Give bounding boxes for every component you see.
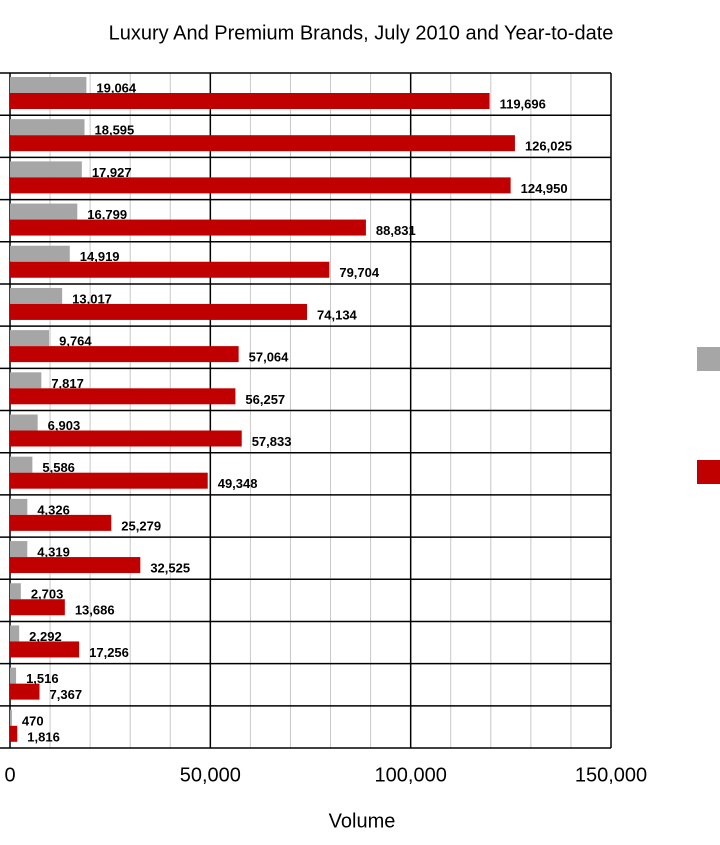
x-tick-label: 50,000 [180, 764, 241, 786]
bar [10, 557, 141, 574]
value-label: 7,817 [51, 376, 84, 391]
x-tick-label: 150,000 [575, 764, 647, 786]
value-label: 18,595 [95, 123, 135, 138]
bar [10, 599, 65, 616]
value-label: 13,017 [72, 291, 112, 306]
value-label: 2,703 [31, 587, 64, 602]
bar [10, 414, 38, 431]
value-label: 124,950 [521, 181, 568, 196]
bar [10, 541, 28, 558]
x-axis-label: Volume [329, 810, 396, 832]
value-label: 4,319 [37, 545, 70, 560]
bar [10, 430, 242, 447]
bar [10, 372, 42, 389]
value-label: 49,348 [218, 476, 258, 491]
value-label: 57,064 [249, 350, 290, 365]
bar [10, 177, 511, 194]
x-tick-label: 100,000 [375, 764, 447, 786]
bar [10, 667, 17, 684]
value-label: 57,833 [252, 434, 292, 449]
bar [10, 287, 63, 304]
bar [10, 625, 20, 642]
value-label: 79,704 [339, 265, 380, 280]
chart-title: Luxury And Premium Brands, July 2010 and… [109, 22, 614, 44]
value-label: 13,686 [75, 603, 115, 618]
value-label: 1,516 [26, 671, 59, 686]
bar [10, 93, 490, 109]
value-label: 9,764 [59, 334, 92, 349]
value-label: 6,903 [48, 418, 81, 433]
bar [10, 709, 12, 726]
bar [10, 119, 85, 136]
bar [10, 498, 28, 515]
bar [10, 514, 112, 531]
legend-swatch [697, 347, 720, 371]
x-tick-label: 0 [4, 764, 15, 786]
value-label: 470 [22, 713, 44, 728]
value-label: 74,134 [317, 307, 358, 322]
bar [10, 330, 50, 347]
value-label: 126,025 [525, 139, 572, 154]
value-label: 32,525 [150, 561, 190, 576]
bar [10, 456, 33, 473]
bar [10, 261, 330, 278]
value-label: 17,256 [89, 645, 129, 660]
value-label: 25,279 [121, 518, 161, 533]
bar [10, 472, 208, 489]
bar [10, 203, 78, 220]
value-label: 19,064 [96, 80, 137, 95]
value-label: 14,919 [80, 249, 120, 264]
value-label: 1,816 [27, 729, 60, 744]
value-label: 17,927 [92, 165, 132, 180]
value-label: 7,367 [50, 687, 83, 702]
value-label: 56,257 [245, 392, 285, 407]
bar [10, 583, 21, 600]
value-label: 2,292 [29, 629, 62, 644]
bar [10, 135, 515, 152]
bar [10, 161, 82, 178]
bar [10, 725, 18, 742]
value-label: 88,831 [376, 223, 416, 238]
bar [10, 346, 239, 363]
bar [10, 641, 80, 658]
bar [10, 683, 40, 700]
value-label: 119,696 [500, 96, 546, 111]
bar [10, 245, 70, 262]
bar [10, 219, 366, 236]
bar [10, 388, 236, 405]
legend-swatch [697, 460, 720, 484]
bar [10, 77, 87, 93]
bar [10, 303, 308, 320]
value-label: 4,326 [37, 502, 70, 517]
value-label: 16,799 [87, 207, 127, 222]
value-label: 5,586 [42, 460, 75, 475]
